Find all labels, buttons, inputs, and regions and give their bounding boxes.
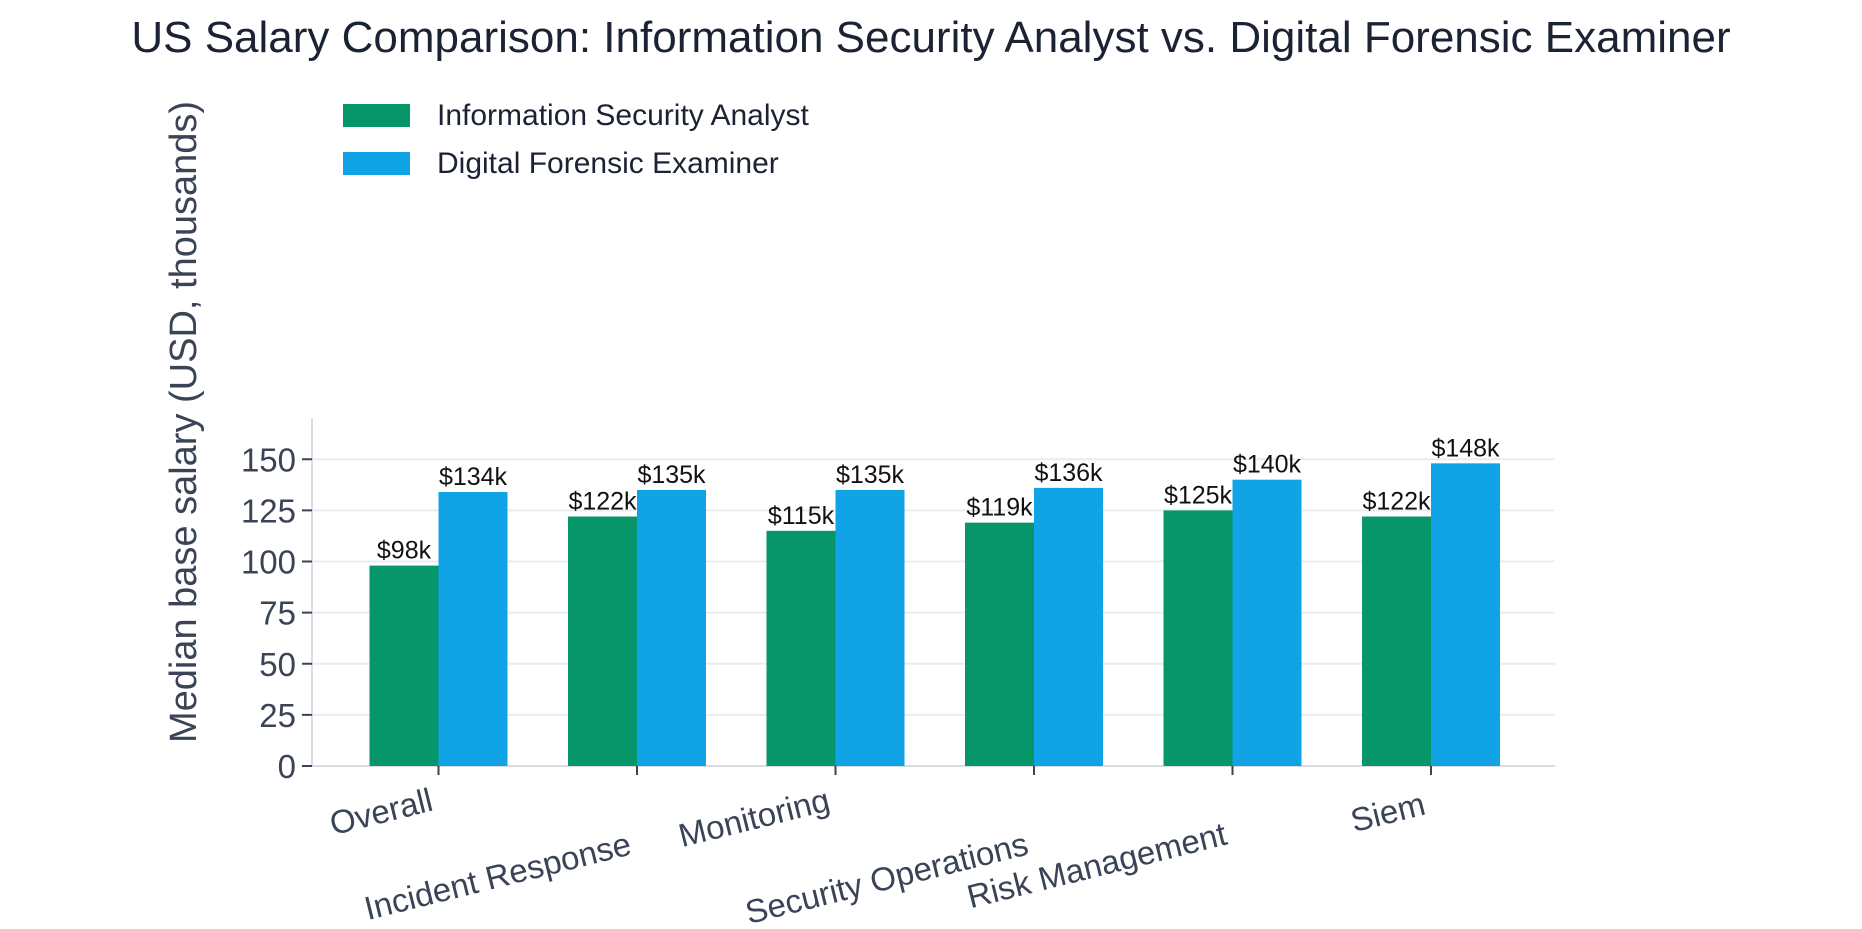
axes [311, 418, 1555, 767]
bar [1163, 510, 1233, 766]
bar [766, 530, 836, 766]
legend-label: Information Security Analyst [437, 99, 810, 132]
y-axis-label: Median base salary (USD, thousands) [163, 101, 205, 743]
y-tick-label: 25 [259, 697, 296, 734]
y-tick-label: 0 [278, 748, 296, 785]
y-tick-label: 100 [241, 544, 296, 581]
x-tick-label: Incident Response [361, 825, 635, 927]
y-tick-label: 75 [259, 595, 296, 632]
bar-value-label: $134k [439, 463, 508, 491]
bar-value-label: $115k [768, 502, 835, 530]
y-tick-label: 50 [259, 646, 296, 683]
legend-swatch [343, 104, 410, 127]
bar-value-label: $119k [966, 494, 1033, 522]
bar [568, 516, 637, 766]
x-tick-label: Siem [1347, 785, 1429, 839]
bar [637, 489, 706, 766]
bar [835, 489, 905, 766]
legend-label: Digital Forensic Examiner [437, 147, 779, 180]
x-tick-label: Overall [326, 781, 436, 842]
bar [1362, 516, 1431, 766]
bars [369, 463, 1500, 766]
bar-value-label: $148k [1431, 434, 1500, 462]
x-tick-label: Monitoring [675, 781, 833, 854]
y-tick-labels: 0 25 50 75 100 125 150 [241, 441, 312, 785]
bar-value-label: $135k [836, 461, 905, 489]
grid-lines [312, 458, 1555, 716]
bar-value-label: $122k [1362, 488, 1431, 516]
bar [438, 491, 508, 766]
bar-value-label: $136k [1034, 459, 1103, 487]
bar-value-label: $140k [1233, 451, 1302, 479]
bar [1431, 463, 1500, 766]
bar [1034, 487, 1103, 766]
data-labels: $98k$134k$122k$135k$115k$135k$119k$136k$… [377, 434, 1500, 564]
legend: Information Security Analyst Digital Fore… [343, 99, 810, 180]
y-tick-label: 150 [241, 441, 296, 478]
bar-value-label: $125k [1164, 481, 1233, 509]
bar-value-label: $122k [568, 488, 637, 516]
bar-value-label: $98k [377, 537, 432, 565]
bar [965, 522, 1034, 766]
bar-value-label: $135k [637, 461, 706, 489]
bar [369, 565, 439, 766]
bar [1232, 479, 1302, 766]
y-tick-label: 125 [241, 492, 296, 529]
legend-swatch [343, 152, 410, 175]
chart-title: US Salary Comparison: Information Securi… [131, 13, 1730, 62]
